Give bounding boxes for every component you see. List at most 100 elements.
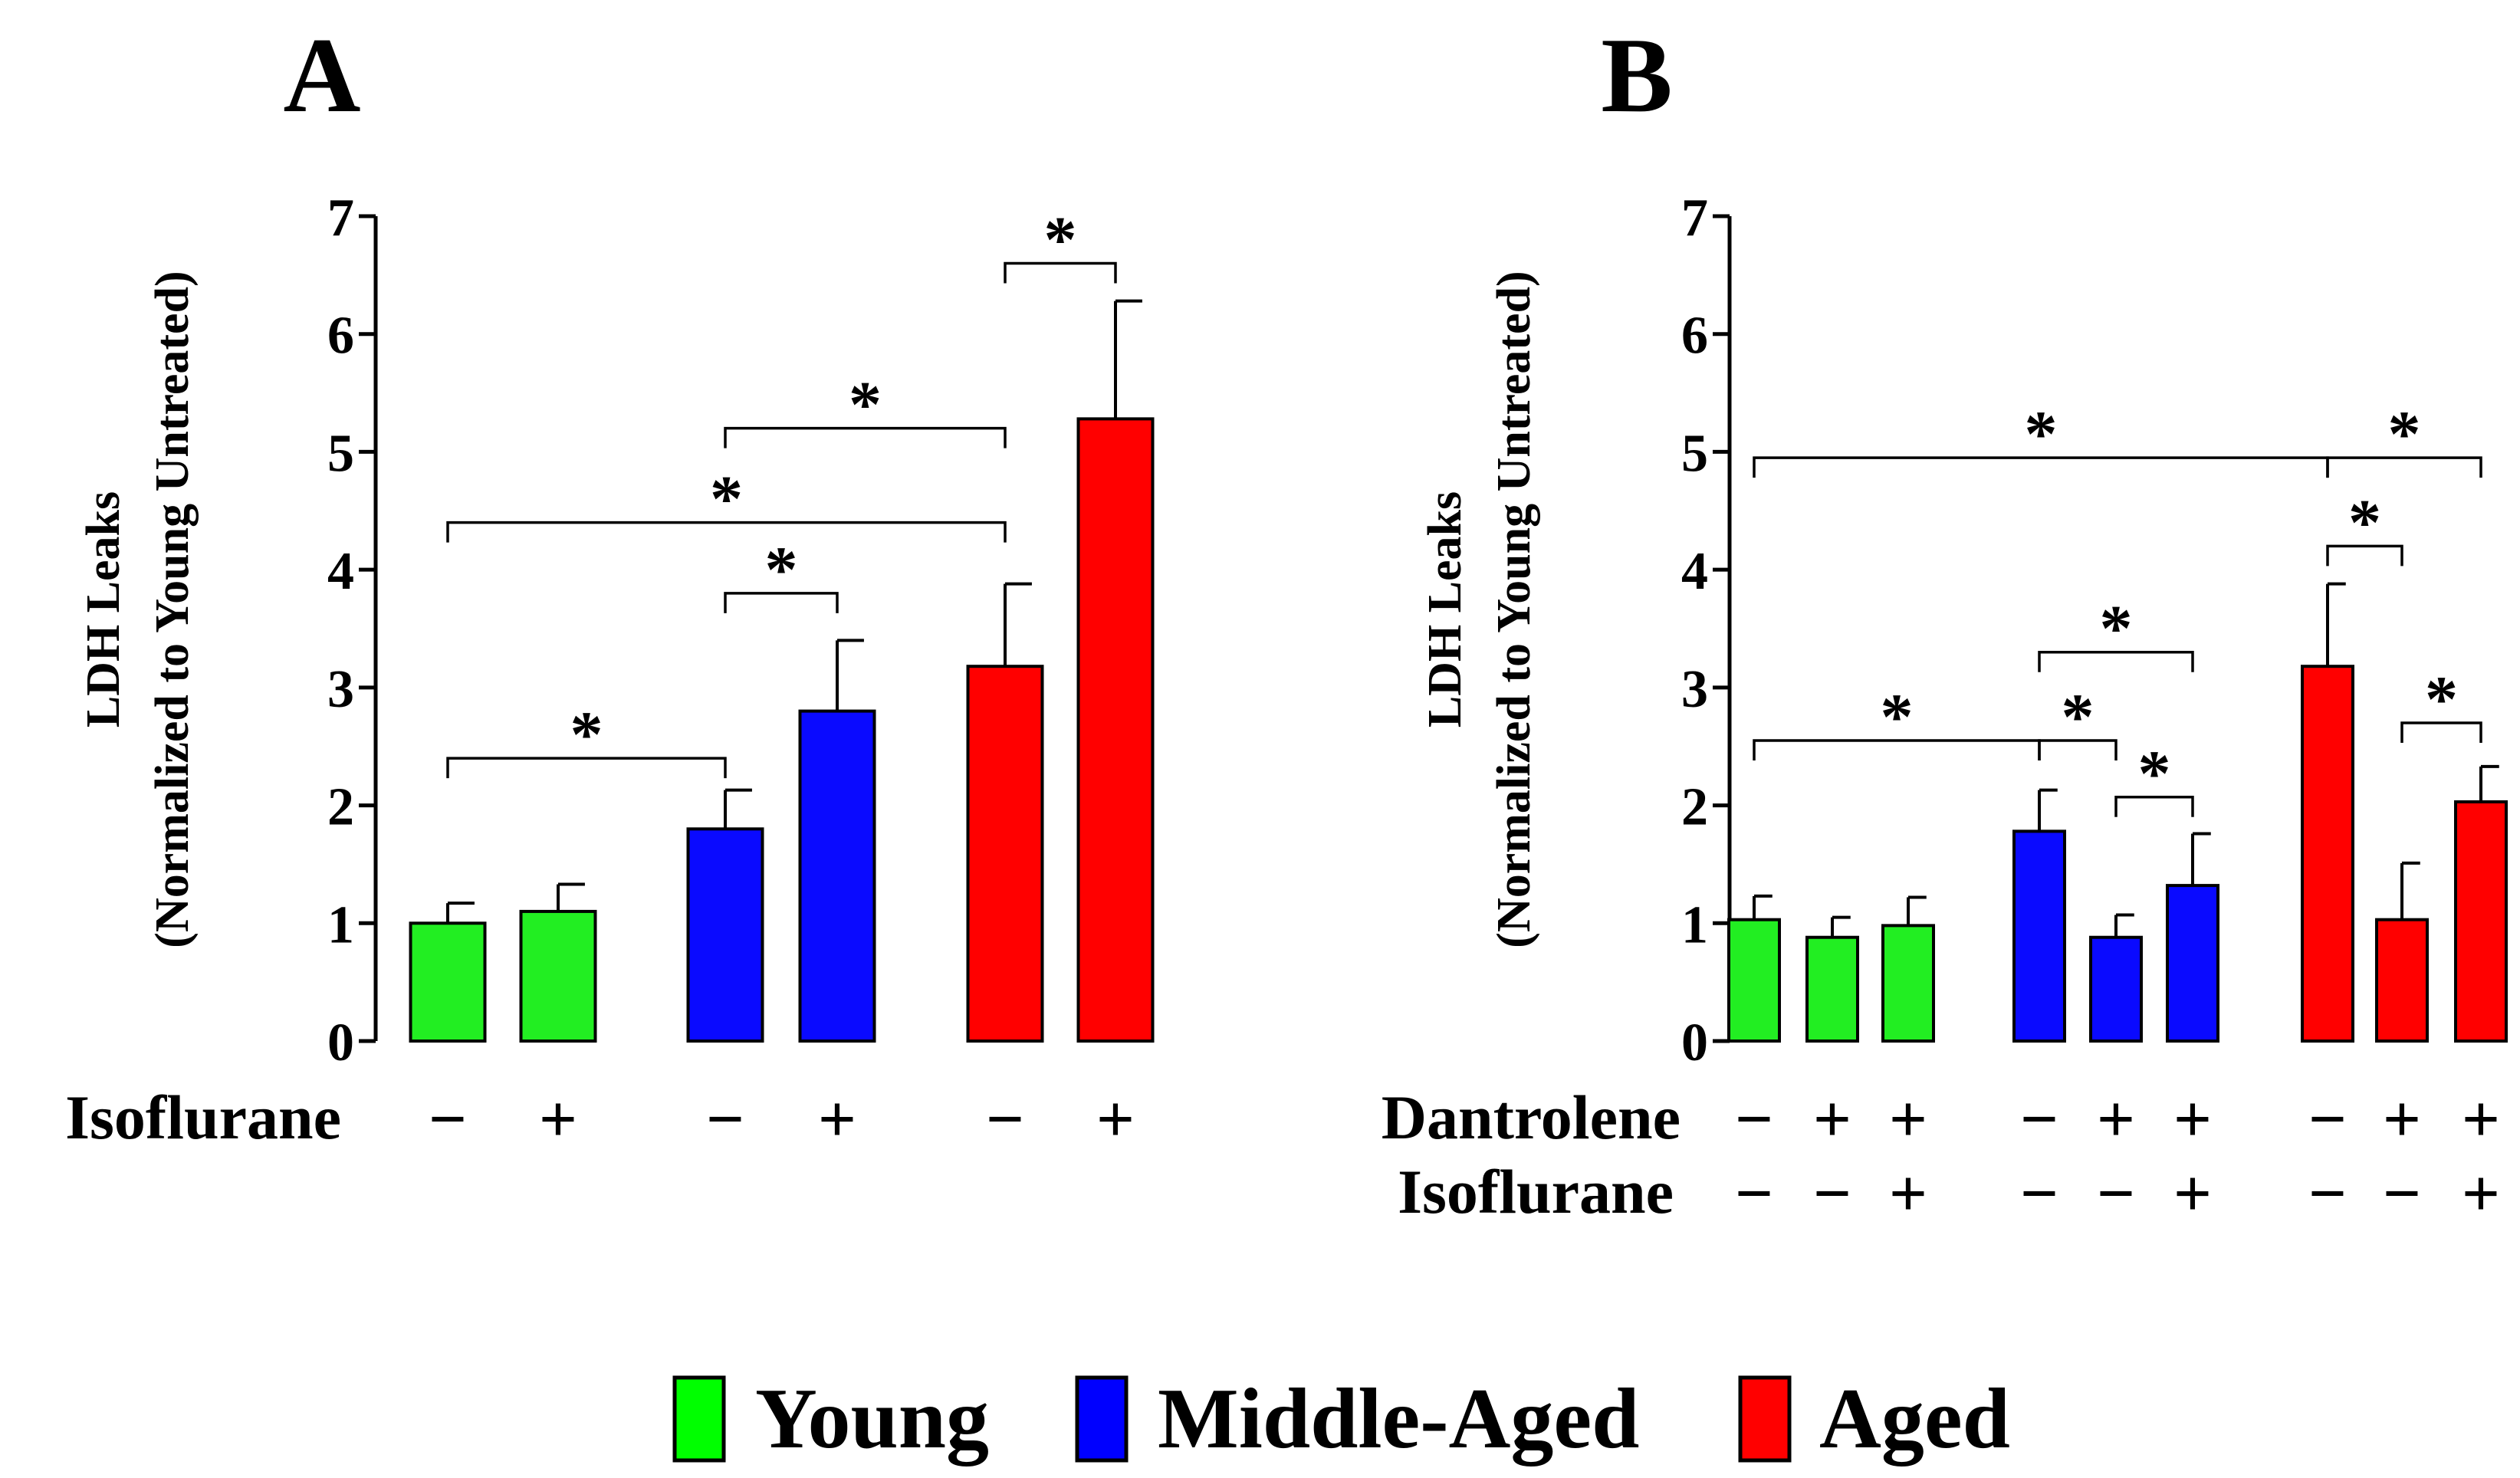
y-tick-label: 0 [327,1013,354,1072]
significance-bracket [724,592,839,613]
condition-sign: − [1813,1157,1851,1231]
condition-sign: + [2173,1082,2212,1157]
y-axis-label-line1: LDH Leaks [1419,491,1471,728]
condition-sign: − [2020,1157,2058,1231]
y-tick-label: 6 [1681,307,1708,366]
y-tick-label: 2 [1681,778,1708,837]
condition-sign: − [706,1082,744,1157]
bar [2375,918,2429,1043]
condition-sign: + [2097,1082,2135,1157]
y-tick-label: 7 [1681,189,1708,248]
y-tick-label: 3 [327,660,354,719]
bar [1727,918,1781,1043]
bar [1076,417,1155,1043]
legend-swatch [1075,1375,1129,1463]
condition-label: Dantrolene [1382,1082,1681,1152]
legend-swatch [1738,1375,1792,1463]
bar [686,827,764,1043]
significance-asterisk: * [1881,680,1914,754]
legend-label: Aged [1819,1371,2010,1467]
y-tick-label: 5 [327,424,354,483]
significance-bracket [1004,261,1117,284]
y-axis-label-line2: (Normalized to Young Untreated) [1488,271,1540,948]
significance-bracket [724,426,1007,448]
significance-bracket [2114,796,2194,817]
y-tick-label: 1 [1681,895,1708,954]
significance-asterisk: * [2062,680,2095,754]
condition-sign: + [2462,1082,2500,1157]
panel-b: B 0 1 2 3 4 5 6 7 LDH Leaks (Normalized to Young U… [1382,16,2508,1231]
bar [2012,829,2066,1043]
condition-sign: − [429,1082,467,1157]
condition-sign: + [2462,1157,2500,1231]
bar [2301,665,2354,1043]
legend-item-aged: Aged [1738,1371,2010,1467]
significance-bracket [2326,456,2482,478]
y-tick-label: 1 [327,895,354,954]
condition-sign: + [1813,1082,1851,1157]
legend-item-middle-aged: Middle-Aged [1075,1371,1639,1467]
significance-bracket [446,757,727,779]
y-tick-label: 2 [327,778,354,837]
bar [519,909,597,1043]
condition-sign: + [1889,1082,1927,1157]
significance-asterisk: * [849,368,882,442]
significance-asterisk: * [570,698,603,771]
significance-asterisk: * [2138,737,2171,810]
y-tick-label: 4 [1681,542,1708,601]
condition-sign: + [818,1082,856,1157]
condition-sign: − [1735,1082,1773,1157]
condition-sign: + [1096,1082,1135,1157]
significance-asterisk: * [2388,397,2421,471]
bar [966,665,1044,1043]
bar [798,709,876,1043]
y-axis-label: LDH Leaks (Normalized to Young Untreated) [77,271,199,948]
legend-item-young: Young [672,1371,989,1467]
condition-sign: − [2020,1082,2058,1157]
significance-asterisk: * [2025,397,2058,471]
y-axis-label-line2: (Normalized to Young Untreated) [146,271,199,948]
condition-label: Isoflurane [65,1082,341,1152]
panel-label: B [1601,16,1672,135]
bar [1805,935,1859,1043]
bar [2166,884,2219,1043]
condition-sign: + [1889,1157,1927,1231]
y-tick-label: 4 [327,542,354,601]
bar [2454,800,2508,1043]
condition-sign: + [2383,1082,2421,1157]
y-tick-label: 6 [327,307,354,366]
significance-bracket [2326,544,2403,567]
panel-a: A 0 1 2 3 4 5 6 7 LDH Leaks (Normalized to Young U… [65,16,1155,1157]
condition-label: Isoflurane [1398,1157,1674,1227]
legend-label: Young [755,1371,989,1467]
significance-asterisk: * [765,533,798,606]
condition-sign: − [2308,1157,2347,1231]
significance-bracket [2038,650,2194,672]
y-axis-label-line1: LDH Leaks [77,491,130,728]
y-axis-label: LDH Leaks (Normalized to Young Untreated) [1419,271,1540,948]
bar [1881,924,1935,1043]
condition-sign: − [1735,1157,1773,1231]
condition-sign: − [2097,1157,2135,1231]
significance-asterisk: * [710,462,743,536]
significance-bracket [2400,721,2482,743]
significance-bracket [2038,739,2118,761]
panel-label: A [283,16,360,135]
legend-label: Middle-Aged [1158,1371,1639,1467]
significance-asterisk: * [2425,662,2458,736]
y-tick-label: 7 [327,189,354,248]
condition-sign: − [2383,1157,2421,1231]
condition-sign: + [2173,1157,2212,1231]
bar [2089,935,2143,1043]
condition-sign: + [539,1082,577,1157]
condition-sign: − [986,1082,1024,1157]
significance-asterisk: * [2348,485,2381,559]
condition-sign: − [2308,1082,2347,1157]
legend: Young Middle-Aged Aged [672,1371,2010,1467]
legend-swatch [672,1375,726,1463]
significance-asterisk: * [1044,202,1077,276]
y-tick-label: 5 [1681,424,1708,483]
bar [409,921,487,1043]
y-tick-label: 0 [1681,1013,1708,1072]
